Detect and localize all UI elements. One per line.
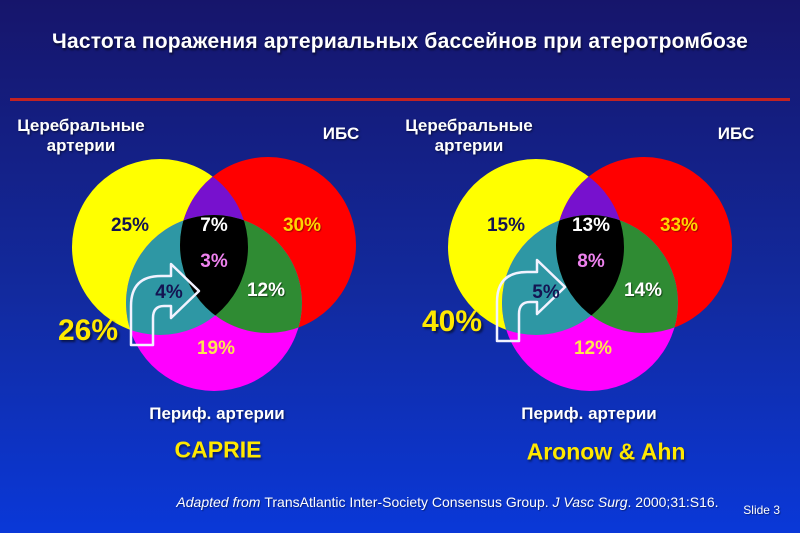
cerebral-arteries-label: Церебральные артерии bbox=[405, 116, 533, 156]
peripheral-arteries-label: Периф. артерии bbox=[521, 403, 657, 423]
slide-number: Slide 3 bbox=[743, 503, 780, 517]
citation-adapted-from: Adapted from bbox=[176, 494, 265, 510]
polyvascular-arrow-icon bbox=[495, 258, 567, 343]
venn-right-aronow bbox=[448, 157, 732, 391]
polyvascular-arrow-icon bbox=[129, 262, 201, 347]
cerebral-arteries-label: Церебральные артерии bbox=[17, 116, 145, 156]
value-ihd-peripheral: 14% bbox=[623, 280, 663, 301]
value-cerebral-ihd: 7% bbox=[200, 215, 228, 236]
source-citation: Adapted from TransAtlantic Inter-Society… bbox=[95, 494, 800, 510]
value-ihd-only: 30% bbox=[282, 215, 322, 236]
value-peripheral-only: 12% bbox=[573, 338, 613, 359]
polyvascular-total: 26% bbox=[57, 314, 119, 347]
title-divider-line bbox=[10, 98, 790, 101]
venn-left-caprie bbox=[72, 157, 356, 391]
value-triple: 3% bbox=[200, 251, 228, 272]
value-cerebral-only: 15% bbox=[486, 215, 526, 236]
peripheral-arteries-label: Периф. артерии bbox=[149, 403, 285, 423]
polyvascular-total: 40% bbox=[421, 305, 483, 338]
citation-details: . 2000;31:S16. bbox=[627, 494, 719, 510]
value-cerebral-ihd: 13% bbox=[571, 215, 611, 236]
value-cerebral-only: 25% bbox=[110, 215, 150, 236]
value-cerebral-peripheral: 5% bbox=[532, 282, 560, 303]
slide-title: Частота поражения артериальных бассейнов… bbox=[52, 30, 748, 53]
ihd-label: ИБС bbox=[322, 123, 360, 143]
citation-source: TransAtlantic Inter-Society Consensus Gr… bbox=[264, 494, 553, 510]
triple-overlap bbox=[180, 215, 248, 333]
study-name-aronow-ahn: Aronow & Ahn bbox=[526, 438, 686, 465]
ihd-label: ИБС bbox=[717, 123, 755, 143]
study-name-caprie: CAPRIE bbox=[174, 436, 262, 463]
triple-overlap bbox=[556, 215, 624, 333]
value-triple: 8% bbox=[577, 251, 605, 272]
citation-journal: J Vasc Surg bbox=[552, 494, 628, 510]
value-ihd-only: 33% bbox=[659, 215, 699, 236]
value-cerebral-peripheral: 4% bbox=[155, 282, 183, 303]
value-ihd-peripheral: 12% bbox=[246, 280, 286, 301]
value-peripheral-only: 19% bbox=[196, 338, 236, 359]
